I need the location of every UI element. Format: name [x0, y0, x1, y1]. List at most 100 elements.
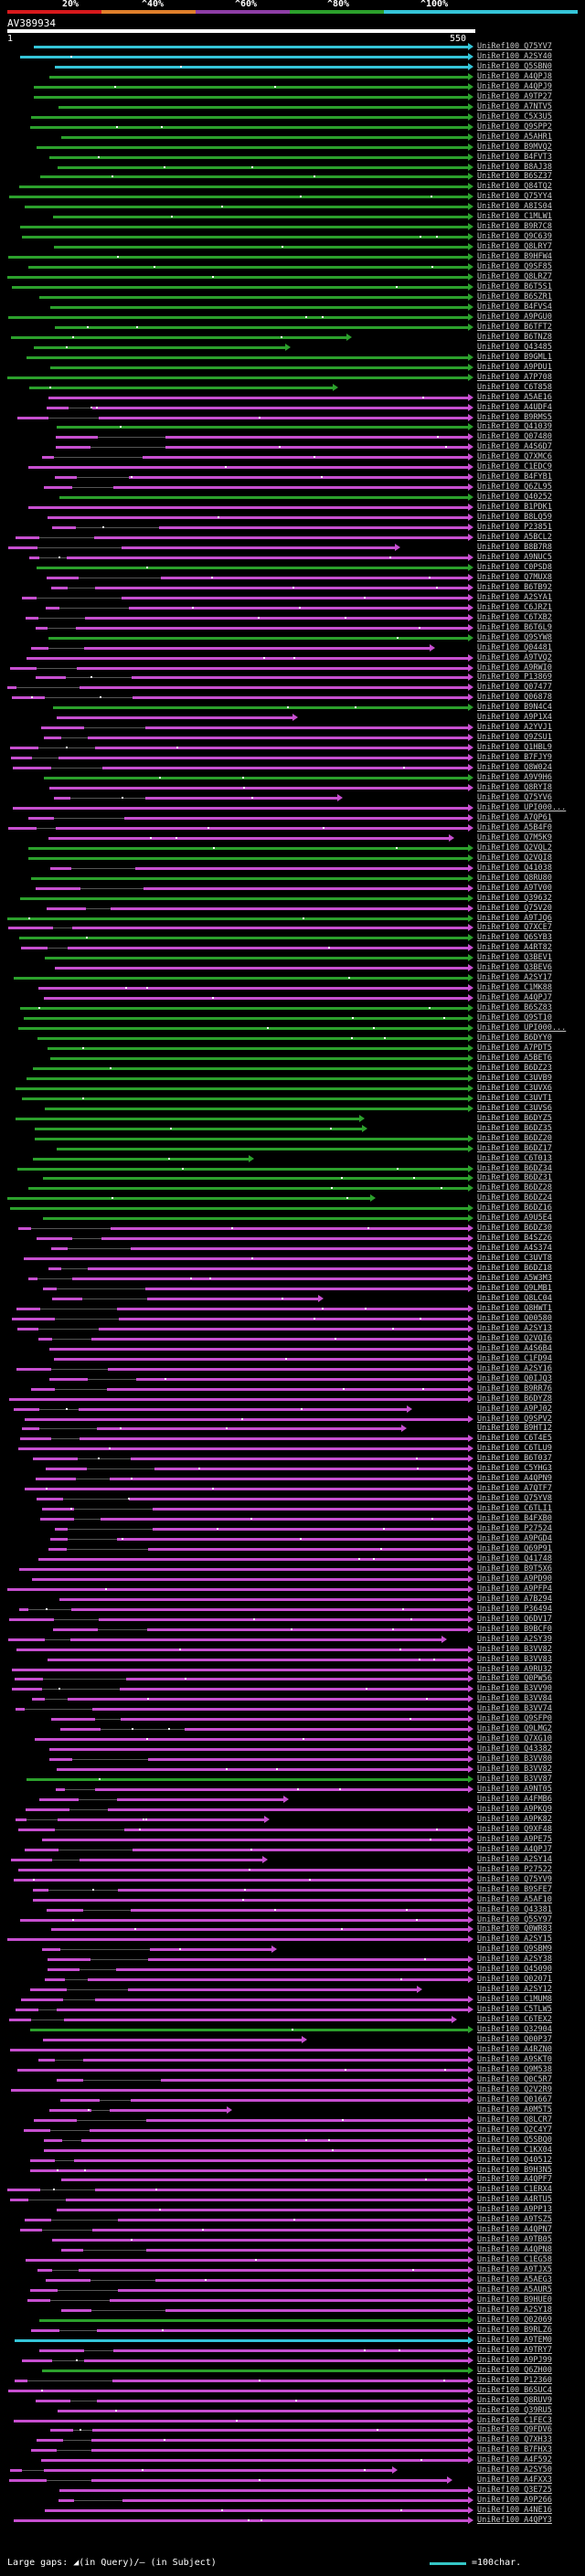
hit-link[interactable]: UniRef100_C6JRZ1: [477, 602, 552, 612]
hit-bar[interactable]: [88, 1978, 468, 1982]
hit-bar[interactable]: [45, 1107, 468, 1110]
hit-link[interactable]: UniRef100_Q75YV6: [477, 793, 552, 802]
hit-bar[interactable]: [10, 2049, 468, 2051]
hit-link[interactable]: UniRef100_B9HFW4: [477, 252, 552, 262]
hit-bar[interactable]: [29, 386, 333, 389]
hit-bar[interactable]: [147, 1298, 318, 1300]
hit-link[interactable]: UniRef100_C1MK88: [477, 983, 552, 993]
hit-link[interactable]: UniRef100_A2SY17: [477, 973, 552, 983]
hit-bar[interactable]: [16, 1648, 468, 1651]
hit-bar[interactable]: [30, 125, 468, 129]
hit-bar[interactable]: [59, 2489, 468, 2493]
hit-bar[interactable]: [132, 676, 468, 680]
hit-bar[interactable]: [52, 2239, 468, 2242]
hit-bar[interactable]: [33, 1898, 468, 1902]
hit-bar[interactable]: [39, 2348, 84, 2352]
hit-link[interactable]: UniRef100_A5BET6: [477, 1053, 552, 1063]
hit-link[interactable]: UniRef100_B4FXB0: [477, 1514, 552, 1524]
hit-bar[interactable]: [91, 2439, 468, 2443]
hit-link[interactable]: UniRef100_B6SZR1: [477, 292, 552, 302]
hit-link[interactable]: UniRef100_C1EG58: [477, 2255, 552, 2265]
hit-bar[interactable]: [47, 906, 86, 910]
hit-bar[interactable]: [22, 596, 37, 599]
hit-bar[interactable]: [71, 1607, 468, 1611]
hit-bar[interactable]: [30, 2289, 58, 2293]
hit-link[interactable]: UniRef100_P12360: [477, 2375, 552, 2385]
hit-link[interactable]: UniRef100_A4QPY3: [477, 2516, 552, 2526]
hit-bar[interactable]: [18, 1027, 468, 1031]
hit-link[interactable]: UniRef100_Q40252: [477, 493, 552, 503]
hit-link[interactable]: UniRef100_A9TVQ2: [477, 652, 552, 663]
hit-link[interactable]: UniRef100_B4FVT3: [477, 152, 552, 162]
hit-link[interactable]: UniRef100_B6DZ30: [477, 1224, 552, 1234]
hit-bar[interactable]: [118, 1888, 468, 1892]
hit-bar[interactable]: [44, 486, 72, 490]
hit-link[interactable]: UniRef100_Q8LRY7: [477, 242, 552, 252]
hit-bar[interactable]: [20, 2229, 42, 2232]
hit-bar[interactable]: [48, 396, 468, 399]
hit-bar[interactable]: [46, 1468, 87, 1471]
hit-bar[interactable]: [61, 2308, 91, 2312]
hit-link[interactable]: UniRef100_Q04481: [477, 642, 552, 652]
hit-link[interactable]: UniRef100_A2YVJ1: [477, 723, 552, 733]
hit-link[interactable]: UniRef100_A4QPJ9: [477, 81, 552, 91]
hit-bar[interactable]: [159, 526, 468, 530]
hit-bar[interactable]: [145, 726, 468, 730]
hit-bar[interactable]: [95, 586, 468, 589]
hit-bar[interactable]: [53, 1627, 98, 1631]
hit-bar[interactable]: [97, 2399, 468, 2402]
hit-link[interactable]: UniRef100_A5BCL2: [477, 533, 552, 543]
hit-bar[interactable]: [47, 1908, 83, 1912]
hit-link[interactable]: UniRef100_B4SZ26: [477, 1234, 552, 1244]
hit-bar[interactable]: [26, 2259, 468, 2263]
hit-link[interactable]: UniRef100_A4QPJ7: [477, 1844, 552, 1854]
hit-bar[interactable]: [39, 2318, 468, 2322]
hit-bar[interactable]: [74, 2158, 468, 2162]
hit-link[interactable]: UniRef100_Q9FDV6: [477, 2425, 552, 2435]
hit-link[interactable]: UniRef100_UPI000...: [477, 1023, 567, 1034]
hit-link[interactable]: UniRef100_A9TEM0: [477, 2335, 552, 2345]
hit-bar[interactable]: [44, 737, 61, 740]
hit-link[interactable]: UniRef100_A9NT05: [477, 1785, 552, 1795]
hit-link[interactable]: UniRef100_B6DZ24: [477, 1193, 552, 1203]
hit-link[interactable]: UniRef100_Q32904: [477, 2025, 552, 2035]
hit-bar[interactable]: [17, 2068, 468, 2072]
hit-bar[interactable]: [54, 246, 468, 249]
hit-bar[interactable]: [36, 1478, 76, 1481]
hit-link[interactable]: UniRef100_Q5SBN0: [477, 61, 552, 71]
hit-link[interactable]: UniRef100_Q2VQI8: [477, 853, 552, 863]
hit-bar[interactable]: [28, 816, 54, 820]
hit-bar[interactable]: [22, 1427, 39, 1431]
hit-bar[interactable]: [54, 797, 70, 800]
hit-bar[interactable]: [12, 286, 468, 290]
hit-bar[interactable]: [11, 2088, 468, 2092]
hit-bar[interactable]: [46, 2279, 90, 2283]
hit-link[interactable]: UniRef100_P27522: [477, 1864, 552, 1874]
hit-bar[interactable]: [46, 606, 59, 610]
hit-bar[interactable]: [36, 2399, 70, 2402]
hit-link[interactable]: UniRef100_Q3E725: [477, 2486, 552, 2496]
hit-link[interactable]: UniRef100_Q8RUV9: [477, 2395, 552, 2405]
hit-link[interactable]: UniRef100_A2SY15: [477, 1935, 552, 1945]
hit-bar[interactable]: [135, 866, 468, 870]
hit-link[interactable]: UniRef100_C3UVS6: [477, 1103, 552, 1113]
hit-bar[interactable]: [97, 1427, 401, 1431]
hit-bar[interactable]: [42, 1838, 468, 1841]
hit-bar[interactable]: [90, 2128, 468, 2132]
hit-bar[interactable]: [13, 767, 51, 770]
hit-link[interactable]: UniRef100_Q00580: [477, 1313, 552, 1323]
hit-link[interactable]: UniRef100_A2SY50: [477, 2465, 552, 2475]
hit-bar[interactable]: [10, 2199, 28, 2202]
hit-bar[interactable]: [64, 2019, 452, 2022]
hit-bar[interactable]: [107, 1387, 468, 1391]
hit-bar[interactable]: [47, 576, 79, 579]
hit-link[interactable]: UniRef100_Q41039: [477, 422, 552, 432]
hit-bar[interactable]: [88, 1267, 468, 1271]
hit-bar[interactable]: [150, 1948, 271, 1952]
hit-bar[interactable]: [22, 2359, 52, 2362]
hit-bar[interactable]: [54, 1357, 468, 1361]
hit-bar[interactable]: [91, 2449, 468, 2453]
hit-bar[interactable]: [38, 1557, 468, 1561]
hit-link[interactable]: UniRef100_B6TNZ8: [477, 332, 552, 342]
hit-bar[interactable]: [88, 737, 468, 740]
